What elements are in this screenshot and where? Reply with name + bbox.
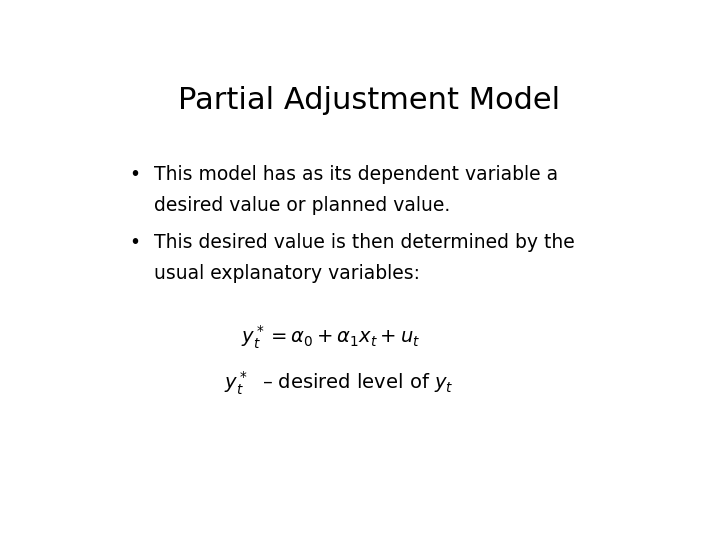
Text: Partial Adjustment Model: Partial Adjustment Model xyxy=(178,85,560,114)
Text: •: • xyxy=(129,165,140,184)
Text: usual explanatory variables:: usual explanatory variables: xyxy=(154,265,420,284)
Text: $y_t^* = \alpha_0 + \alpha_1 x_t + u_t$: $y_t^* = \alpha_0 + \alpha_1 x_t + u_t$ xyxy=(240,323,420,351)
Text: •: • xyxy=(129,233,140,252)
Text: This desired value is then determined by the: This desired value is then determined by… xyxy=(154,233,575,252)
Text: $y_t^*$  – desired level of $y_t$: $y_t^*$ – desired level of $y_t$ xyxy=(224,369,454,396)
Text: desired value or planned value.: desired value or planned value. xyxy=(154,196,451,215)
Text: This model has as its dependent variable a: This model has as its dependent variable… xyxy=(154,165,558,184)
